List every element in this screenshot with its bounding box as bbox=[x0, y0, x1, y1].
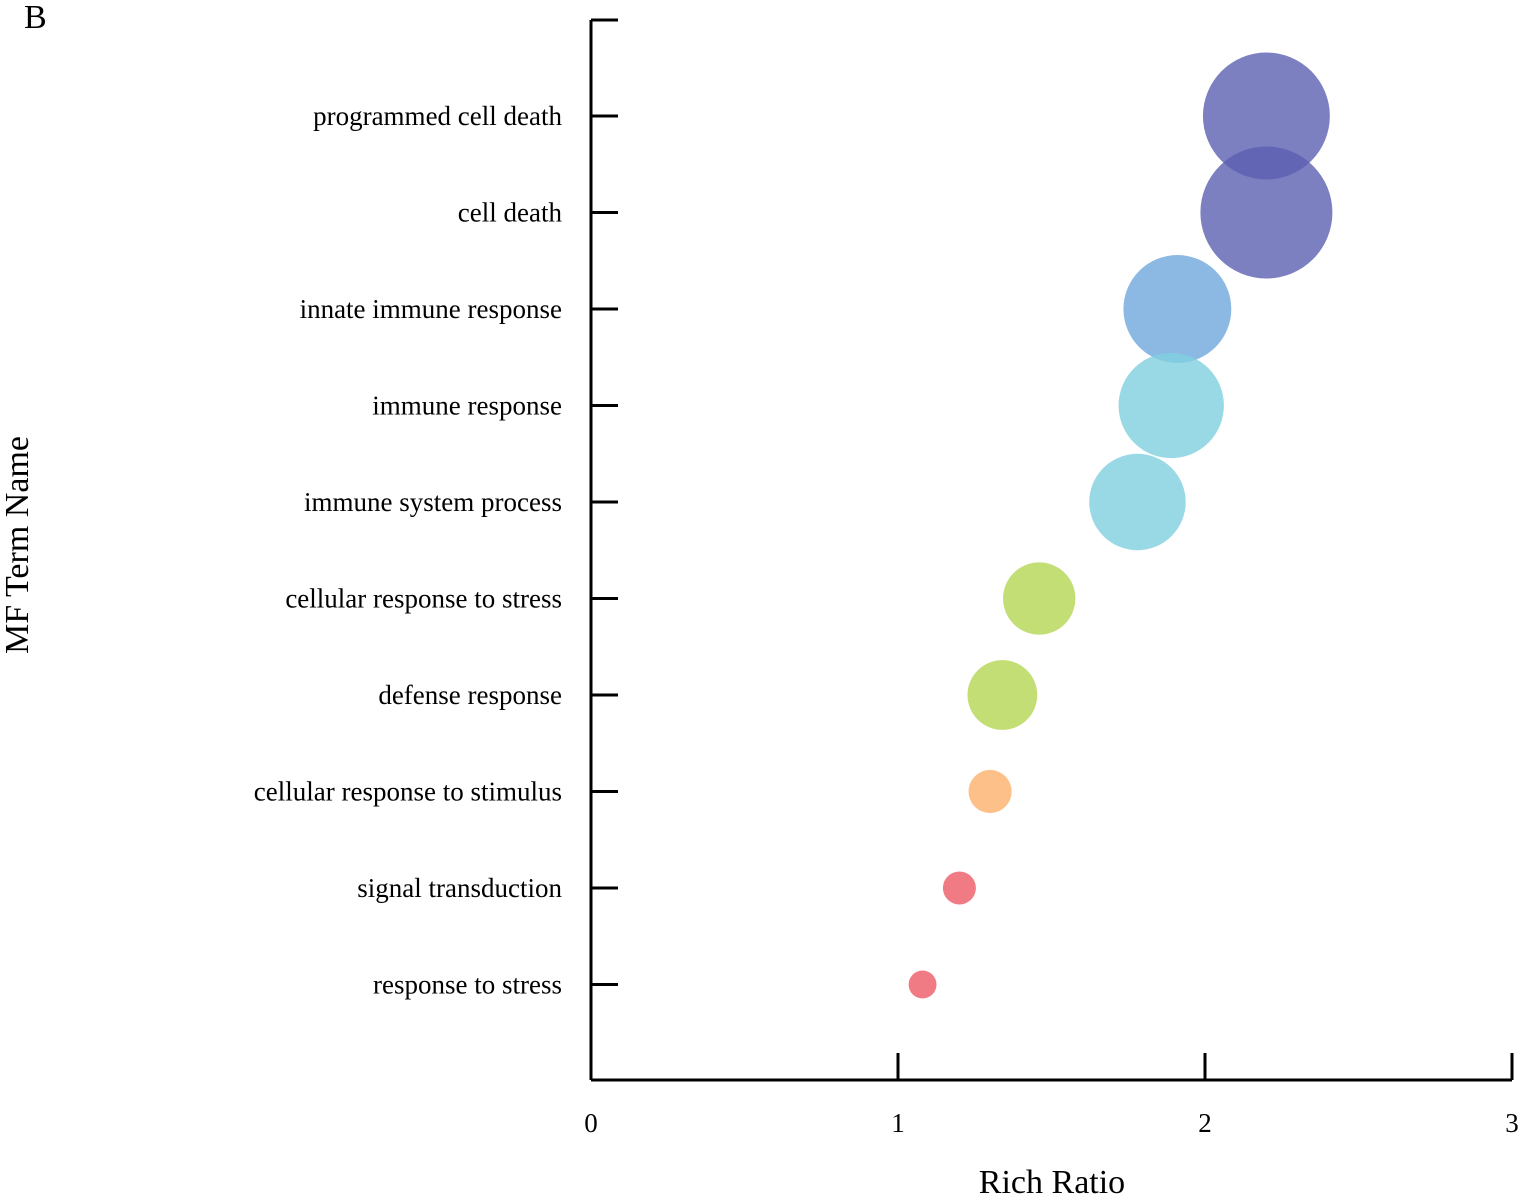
y-tick-label: signal transduction bbox=[357, 873, 562, 903]
bubble bbox=[1200, 146, 1333, 279]
y-tick-label: cell death bbox=[458, 198, 563, 228]
y-tick-label: defense response bbox=[378, 680, 562, 710]
x-axis-label: Rich Ratio bbox=[979, 1164, 1125, 1199]
axes: programmed cell death cell death innate im… bbox=[254, 18, 1519, 1138]
bubble bbox=[967, 660, 1038, 730]
bubble bbox=[942, 871, 976, 905]
x-tick-label: 3 bbox=[1505, 1108, 1519, 1138]
y-tick-label: innate immune response bbox=[300, 294, 562, 324]
bubble bbox=[908, 970, 937, 999]
y-tick-label: programmed cell death bbox=[313, 101, 562, 131]
panel-label: B bbox=[24, 0, 47, 36]
y-tick-label: cellular response to stress bbox=[285, 584, 562, 614]
bubble bbox=[968, 769, 1012, 814]
bubble bbox=[1089, 453, 1186, 551]
bubbles bbox=[908, 52, 1333, 999]
x-tick-label: 0 bbox=[584, 1108, 598, 1138]
bubble bbox=[1118, 352, 1224, 459]
bubble bbox=[1202, 52, 1330, 180]
x-tick-label: 2 bbox=[1198, 1108, 1212, 1138]
y-tick-label: response to stress bbox=[373, 970, 562, 1000]
y-tick-label: immune system process bbox=[304, 487, 562, 517]
y-tick-label: cellular response to stimulus bbox=[254, 777, 562, 807]
y-axis-label: MF Term Name bbox=[0, 436, 36, 654]
bubble bbox=[1123, 255, 1232, 363]
x-tick-label: 1 bbox=[891, 1108, 905, 1138]
bubble bbox=[1003, 562, 1076, 635]
y-tick-label: immune response bbox=[372, 391, 562, 421]
